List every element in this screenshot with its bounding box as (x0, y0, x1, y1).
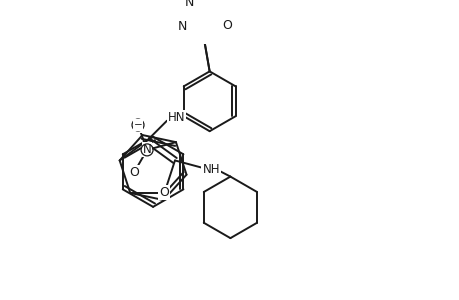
Text: −: − (134, 120, 142, 130)
Text: NH: NH (202, 163, 219, 176)
Text: O: O (159, 187, 169, 200)
Text: HN: HN (167, 111, 185, 124)
Text: O: O (133, 118, 143, 131)
Text: N: N (177, 20, 186, 33)
Text: N: N (185, 0, 194, 9)
Text: O: O (129, 166, 139, 179)
Text: N: N (142, 143, 151, 156)
Text: O: O (222, 19, 231, 32)
